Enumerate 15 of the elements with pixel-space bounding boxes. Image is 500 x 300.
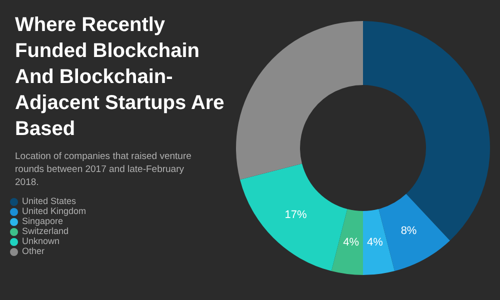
text: Location of companies that raised venture rounds between 2017 and late-February 2018.	[15, 150, 192, 189]
donut-slice	[236, 21, 363, 180]
donut-slice	[331, 209, 363, 275]
data-label: 4%	[366, 236, 384, 248]
donut-slice	[363, 209, 395, 275]
legend-label: Switzerland	[22, 226, 69, 236]
legend-label: United States	[22, 196, 76, 206]
data-label: 17%	[284, 209, 308, 222]
legend-label: Singapore	[22, 216, 64, 226]
legend-label: Other	[22, 246, 45, 256]
legend-label: Unknown	[22, 236, 60, 246]
legend-label: United Kingdom	[22, 206, 86, 216]
text: Where Recently Funded Blockchain And Blockchain-Adjacent Startups Are Based	[15, 13, 226, 142]
data-label: 4%	[343, 236, 360, 248]
data-label: 8%	[400, 225, 417, 238]
